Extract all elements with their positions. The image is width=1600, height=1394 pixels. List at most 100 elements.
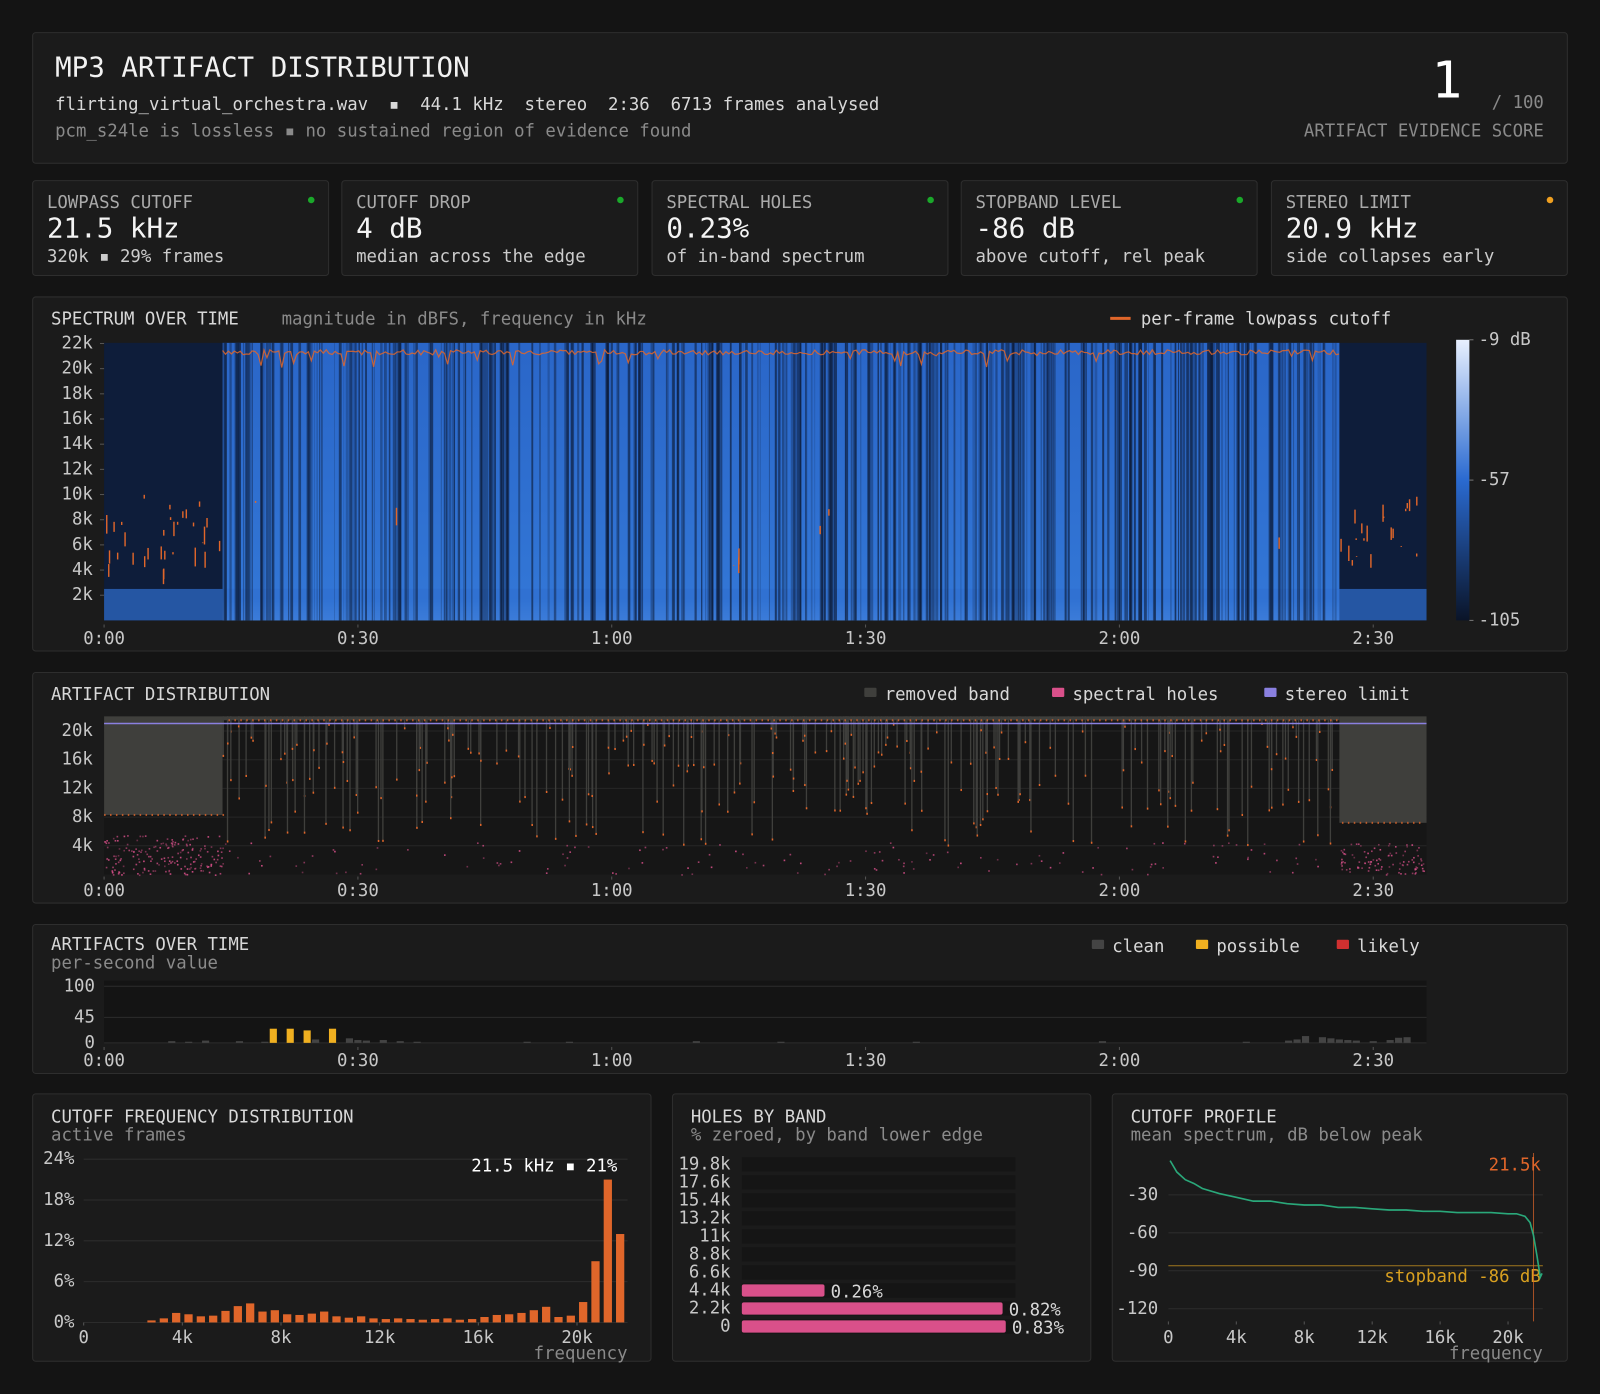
cutoff-point [1241,719,1243,722]
hole-speck [783,859,786,862]
spectrogram-stripe [651,342,653,621]
cutoff-point [548,719,550,722]
spectrogram-stripe [928,342,932,621]
cutoff-point [825,750,828,753]
hole-speck [144,835,147,837]
spectrogram-stripe [1133,342,1136,621]
spectrogram-stripe [313,342,315,621]
hole-speck [1363,850,1366,853]
cutoff-point [571,774,573,777]
cutoff-point [632,763,635,766]
hole-speck [186,873,189,876]
spectrogram-stripe [1216,342,1219,621]
removed-drop [911,716,913,831]
bar [480,1317,489,1323]
hole-speck [1372,859,1375,861]
removed-drop [979,716,982,826]
cutoff-point [653,762,655,765]
cutoff-point [115,813,118,816]
hole-speck [1406,845,1409,848]
spectrogram-stripe [1030,342,1033,621]
removed-drop [789,716,792,770]
hole-speck [137,872,139,875]
hole-speck [1402,861,1405,863]
hole-speck [163,865,166,868]
cutoff-point [708,719,710,722]
hole-speck [482,844,485,847]
hole-speck [824,873,826,876]
spectrogram-stripe [1005,342,1007,621]
cutoff-point [181,813,183,816]
cutoff-point [834,809,836,812]
removed-drop [318,716,320,768]
hole-speck [1411,872,1414,875]
spectrogram-stripe [1270,342,1273,621]
hole-speck [1340,863,1343,865]
hole-speck [574,846,576,849]
cutoff-point [1146,719,1149,722]
cutoff-point [1284,757,1287,760]
profile-line [1169,1160,1543,1280]
hole-speck [202,870,205,872]
hole-speck [250,842,253,845]
spectrogram-stripe [1238,342,1240,621]
cutoff-point [985,751,987,754]
spectrogram-stripe [1152,342,1156,621]
hole-speck [612,872,614,874]
cutoff-point [121,813,124,816]
card-label: CUTOFF DROP [356,193,471,213]
spectrogram-stripe [673,342,675,621]
cutoff-point [1412,821,1415,824]
cutoff-point [1121,806,1123,809]
legend-swatch [1052,687,1065,697]
spectrogram-stripe [1148,342,1149,621]
cutoff-point [496,762,498,765]
hole-speck [1213,844,1215,847]
removed-drop [1019,716,1021,795]
cutoff-point [1315,758,1318,762]
spectrogram-stripe [1161,342,1163,621]
cutoff-point [246,719,248,722]
hole-speck [546,868,549,870]
cutoff-point [506,719,509,722]
spectrogram-stripe [666,342,667,621]
spectrogram-stripe [972,342,976,621]
removed-drop [1228,716,1230,831]
stat-card [960,180,1258,277]
status-dot [617,196,624,204]
spectrogram-stripe [1124,342,1126,621]
removed-drop [672,716,675,786]
spectrogram-stripe [361,342,364,621]
hole-speck [117,861,120,864]
hole-speck [1414,868,1417,871]
cutoff-point [607,719,610,722]
cutoff-point [911,829,913,832]
hole-speck [1247,856,1249,859]
spectrogram-stripe [707,342,709,621]
cutoff-point [377,839,380,842]
hole-speck [979,856,982,859]
cutoff-point [792,777,795,780]
removed-drop [686,716,688,772]
hole-speck [187,851,190,854]
hole-speck [171,839,174,841]
cutoff-point [1288,719,1291,722]
spectrogram-stripe [1026,342,1028,621]
cutoff-point [1087,719,1089,722]
spectrogram-stripe [1064,342,1068,621]
cutoff-point [601,719,604,722]
spectrogram-stripe [797,342,799,621]
hole-speck [476,842,479,845]
bar [418,1319,427,1323]
cutoff-point [613,719,615,722]
hole-speck [197,854,200,857]
spectrogram-stripe [316,342,318,621]
removed-drop [1284,716,1287,759]
cutoff-point [713,763,716,766]
bar [468,1319,477,1323]
bar [344,1317,353,1323]
removed-drop [353,716,355,738]
cutoff-point [690,719,692,722]
removed-drop [1275,716,1278,755]
spectrogram-stripe [1271,342,1274,621]
